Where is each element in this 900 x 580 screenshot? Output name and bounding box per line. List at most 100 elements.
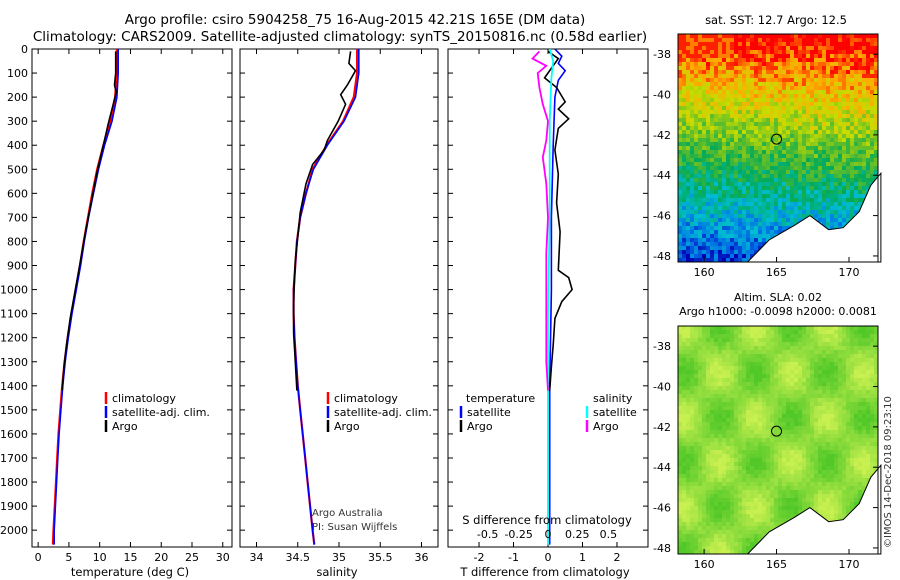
map-cell <box>734 430 739 435</box>
map-cell <box>746 378 751 383</box>
map-cell <box>862 106 867 111</box>
map-cell <box>734 362 739 367</box>
map-cell <box>790 390 795 395</box>
map-cell <box>854 162 859 167</box>
map-cell <box>734 426 739 431</box>
map-cell <box>734 162 739 167</box>
map-cell <box>722 130 727 135</box>
map-cell <box>730 394 735 399</box>
map-cell <box>722 418 727 423</box>
map-cell <box>706 182 711 187</box>
map-cell <box>694 162 699 167</box>
map-cell <box>786 138 791 143</box>
map-cell <box>874 130 879 135</box>
map-cell <box>874 38 879 43</box>
map-cell <box>686 86 691 91</box>
map-cell <box>714 118 719 123</box>
map-cell <box>786 218 791 223</box>
map-cell <box>798 450 803 455</box>
map-cell <box>706 246 711 251</box>
map-cell <box>682 358 687 363</box>
map-cell <box>742 414 747 419</box>
map-cell <box>746 138 751 143</box>
map-cell <box>754 362 759 367</box>
map-cell <box>854 394 859 399</box>
x-tick-label: 20 <box>154 551 168 564</box>
map-cell <box>830 134 835 139</box>
map-cell <box>690 150 695 155</box>
map-cell <box>838 162 843 167</box>
map-cell <box>706 458 711 463</box>
map-cell <box>718 390 723 395</box>
map-cell <box>686 70 691 75</box>
map-cell <box>762 350 767 355</box>
map-cell <box>842 58 847 63</box>
map-cell <box>682 326 687 331</box>
map-cell <box>742 174 747 179</box>
map-cell <box>706 238 711 243</box>
map-cell <box>794 202 799 207</box>
map-cell <box>870 82 875 87</box>
map-cell <box>794 370 799 375</box>
map-cell <box>686 98 691 103</box>
map-cell <box>826 82 831 87</box>
map-cell <box>818 166 823 171</box>
map-cell <box>854 90 859 95</box>
map-cell <box>754 418 759 423</box>
map-cell <box>842 114 847 119</box>
map-cell <box>702 98 707 103</box>
y-tick-label: 1900 <box>0 500 28 513</box>
map-cell <box>794 198 799 203</box>
map-cell <box>694 406 699 411</box>
map-cell <box>690 458 695 463</box>
map-cell <box>774 462 779 467</box>
map-cell <box>710 138 715 143</box>
map-cell <box>682 374 687 379</box>
map-cell <box>746 162 751 167</box>
map-cell <box>678 110 683 115</box>
map-cell <box>778 106 783 111</box>
map-cell <box>858 138 863 143</box>
map-cell <box>802 94 807 99</box>
map-cell <box>818 98 823 103</box>
map-cell <box>830 190 835 195</box>
map-cell <box>794 106 799 111</box>
map-cell <box>786 398 791 403</box>
map-cell <box>870 326 875 331</box>
map-cell <box>766 170 771 175</box>
map-cell <box>818 330 823 335</box>
map-cell <box>766 82 771 87</box>
map-cell <box>722 462 727 467</box>
map-cell <box>874 338 879 343</box>
map-cell <box>814 366 819 371</box>
map-cell <box>782 334 787 339</box>
map-cell <box>842 146 847 151</box>
map-cell <box>846 58 851 63</box>
map-cell <box>866 462 871 467</box>
map-cell <box>838 114 843 119</box>
salinity-panel: 34 34.5 35 35.5 36 <box>240 48 438 564</box>
map-cell <box>798 390 803 395</box>
map-cell <box>682 242 687 247</box>
map-cell <box>822 374 827 379</box>
map-cell <box>682 454 687 459</box>
map-cell <box>750 338 755 343</box>
map-cell <box>722 386 727 391</box>
map-cell <box>762 214 767 219</box>
map-cell <box>782 54 787 59</box>
map-cell <box>774 446 779 451</box>
map-cell <box>702 66 707 71</box>
map-cell <box>682 78 687 83</box>
map-cell <box>682 62 687 67</box>
map-cell <box>738 82 743 87</box>
map-cell <box>786 42 791 47</box>
map-cell <box>706 90 711 95</box>
map-cell <box>682 94 687 99</box>
map-cell <box>794 470 799 475</box>
map-cell <box>726 142 731 147</box>
map-cell <box>734 394 739 399</box>
map-cell <box>686 390 691 395</box>
map-cell <box>830 458 835 463</box>
map-cell <box>730 362 735 367</box>
map-cell <box>722 378 727 383</box>
